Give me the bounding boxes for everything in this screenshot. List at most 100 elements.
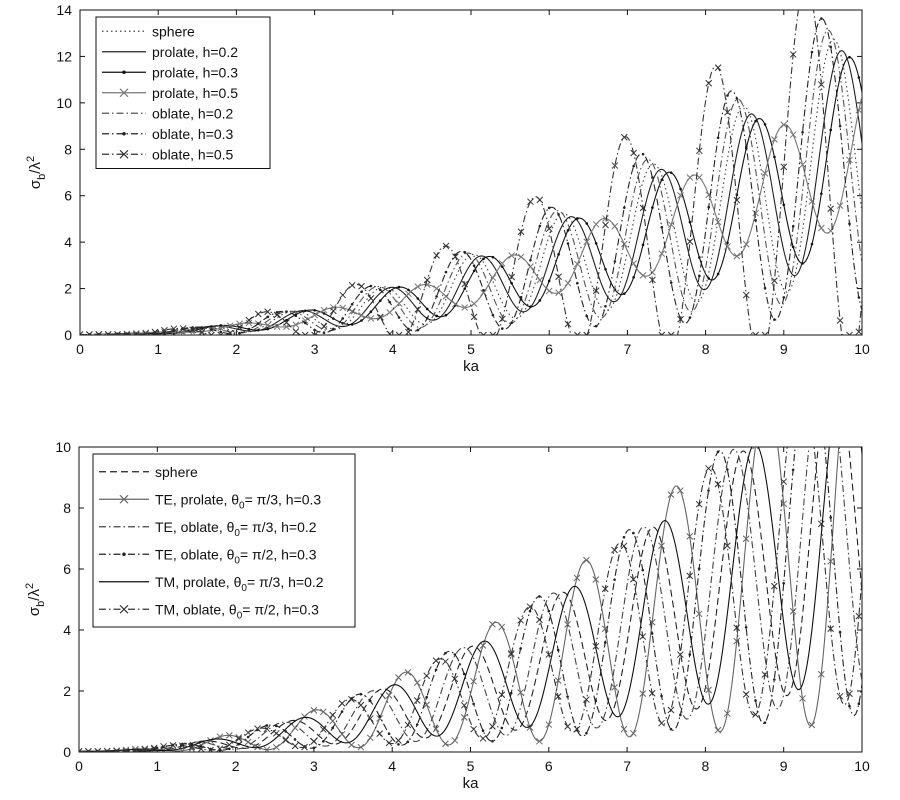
series-marker-x <box>517 253 525 261</box>
series-marker-dot <box>332 327 335 331</box>
series-marker-dot <box>679 713 682 717</box>
series-marker-x <box>160 742 167 750</box>
series-marker-dot <box>669 281 673 284</box>
series-marker-x <box>545 287 553 295</box>
series-marker-dot <box>340 710 344 713</box>
series-marker-x <box>366 715 374 722</box>
x-tick-label: 2 <box>233 341 241 357</box>
series-marker-dot <box>641 152 645 156</box>
legend-label: oblate, h=0.3 <box>152 126 234 142</box>
series-marker-x <box>94 747 102 752</box>
series-marker-x <box>517 689 524 696</box>
series-marker-x <box>310 738 318 745</box>
series-marker-dot <box>660 226 664 229</box>
y-tick-label: 6 <box>63 561 71 577</box>
series-marker-x <box>310 706 318 714</box>
y-tick-label: 14 <box>56 2 72 18</box>
series-marker-dot <box>754 218 757 222</box>
series-marker-x <box>555 289 562 297</box>
series-marker-dot <box>472 702 475 706</box>
series-marker-dot <box>406 740 410 744</box>
series-marker-x <box>667 706 675 714</box>
series-marker-dot <box>716 450 720 454</box>
series-marker-x <box>789 51 797 58</box>
series-marker-x <box>705 79 713 87</box>
series-marker-x <box>573 574 581 582</box>
series-marker-x <box>395 300 403 307</box>
series-marker-dot <box>716 136 720 140</box>
series-marker-dot <box>416 297 420 300</box>
series-marker-x <box>705 465 712 472</box>
series-marker-x <box>405 290 412 298</box>
series-marker-x <box>367 315 375 322</box>
series-marker-dot <box>576 281 579 285</box>
series-marker-dot <box>210 328 213 331</box>
x-tick-label: 6 <box>545 758 553 774</box>
x-tick-label: 9 <box>780 341 788 357</box>
series-marker-dot <box>538 299 542 302</box>
series-marker-dot <box>397 285 401 289</box>
series-marker-x <box>630 729 637 737</box>
series-marker-x <box>357 701 365 709</box>
series-marker-x <box>189 328 196 335</box>
series-marker-x <box>611 683 618 691</box>
series-marker-x <box>648 618 656 626</box>
series-marker-x <box>79 748 83 752</box>
series-marker-x <box>545 651 553 658</box>
series-marker-x <box>264 308 272 316</box>
series-marker-x <box>189 326 196 334</box>
series-marker-dot <box>313 328 316 332</box>
series-marker-x <box>799 378 805 384</box>
series-marker-x <box>217 324 225 332</box>
series-marker-x <box>395 331 403 335</box>
series-marker-x <box>827 227 835 235</box>
series-marker-x <box>527 198 534 206</box>
series-marker-x <box>235 733 243 741</box>
series-marker-x <box>583 556 590 564</box>
series-marker-dot <box>435 295 438 298</box>
series-marker-x <box>554 693 562 700</box>
series-marker-x <box>658 719 665 727</box>
series-marker-dot <box>820 17 823 20</box>
series-marker-dot <box>247 328 251 331</box>
series-marker-dot <box>415 723 419 726</box>
series-marker-x <box>658 331 666 335</box>
series-marker-dot <box>256 322 260 325</box>
series-marker-x <box>742 291 750 299</box>
legend-marker-x <box>119 149 129 159</box>
series-marker-x <box>856 300 862 306</box>
series-marker-x <box>817 520 825 528</box>
series-marker-x <box>366 734 374 742</box>
legend-label: TM, oblate, θ0= π/2, h=0.3 <box>155 601 319 621</box>
series-marker-x <box>808 198 816 205</box>
y-label-lambda: /λ <box>26 589 43 601</box>
series-marker-x <box>592 287 600 295</box>
series-marker-dot <box>425 316 429 320</box>
y-tick-label: 2 <box>63 683 71 699</box>
series-marker-x <box>602 221 609 229</box>
series-marker-x <box>132 331 140 335</box>
series-4 <box>80 95 862 335</box>
series-marker-dot <box>754 699 757 702</box>
series-marker-x <box>461 304 469 311</box>
series-marker-x <box>611 162 619 169</box>
series-marker-dot <box>538 595 541 598</box>
legend-label-sub: 0 <box>237 610 243 621</box>
series-marker-dot <box>519 647 522 650</box>
series-marker-x <box>780 121 788 129</box>
series-marker-x <box>827 625 835 633</box>
x-tick-label: 3 <box>311 341 319 357</box>
series-marker-dot <box>528 609 532 613</box>
series-marker-dot <box>651 206 654 209</box>
series-7 <box>80 10 862 335</box>
series-marker-dot <box>829 128 833 132</box>
series-marker-x <box>564 320 572 328</box>
series-marker-dot <box>622 535 626 539</box>
series-marker-dot <box>256 328 260 332</box>
series-marker-dot <box>698 256 701 259</box>
series-marker-x <box>423 672 431 680</box>
series-marker-x <box>686 238 694 245</box>
legend-label: prolate, h=0.5 <box>152 85 238 101</box>
series-marker-dot <box>556 648 560 652</box>
series-marker-x <box>733 196 741 204</box>
